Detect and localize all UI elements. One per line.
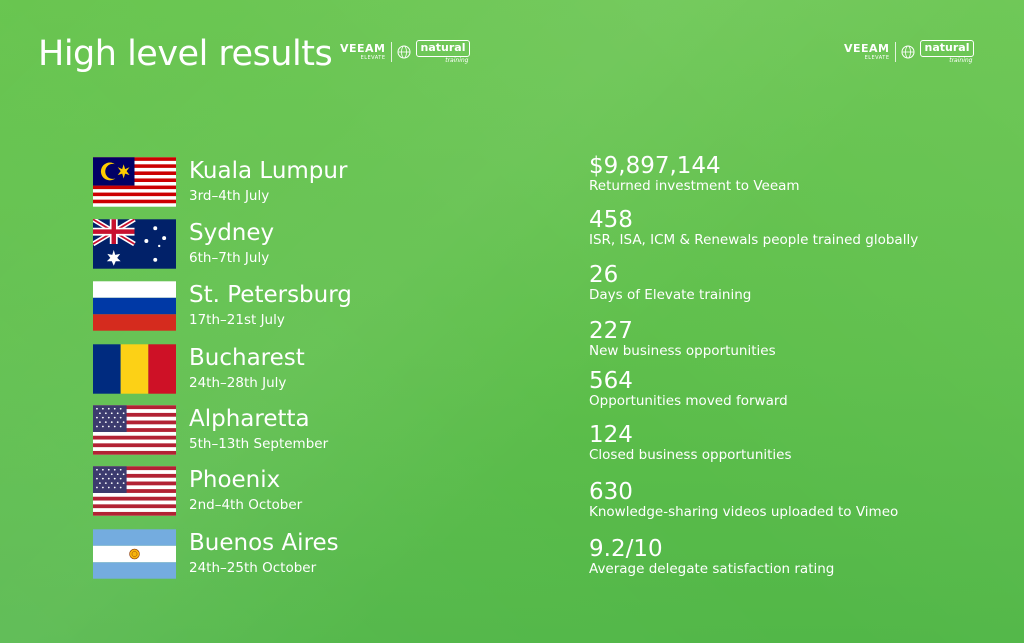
city-name: Phoenix <box>189 467 281 493</box>
stat-item: 458 ISR, ISA, ICM & Renewals people trai… <box>589 209 1009 248</box>
stat-value: 630 <box>589 479 633 505</box>
natural-brand: natural <box>919 40 975 57</box>
page-title: High level results <box>38 34 333 74</box>
usa-flag-icon <box>93 466 176 516</box>
city-item: St. Petersburg 17th–21st July <box>93 281 513 331</box>
stat-value: 564 <box>589 368 633 394</box>
stat-value: 458 <box>589 207 633 233</box>
globe-icon <box>901 45 915 59</box>
veeam-logo: VEEAM ELEVATE <box>844 43 890 61</box>
stat-value: 124 <box>589 422 633 448</box>
veeam-logo: VEEAM ELEVATE <box>340 43 386 61</box>
city-dates: 5th–13th September <box>189 436 329 452</box>
veeam-sub: ELEVATE <box>864 55 890 61</box>
city-name: St. Petersburg <box>189 282 352 308</box>
city-item: Sydney 6th–7th July <box>93 219 513 269</box>
city-name: Buenos Aires <box>189 530 339 556</box>
stat-label: New business opportunities <box>589 343 776 359</box>
stat-item: 9.2/10 Average delegate satisfaction rat… <box>589 538 1009 577</box>
natural-sub: training <box>949 56 973 64</box>
stat-label: Returned investment to Veeam <box>589 178 800 194</box>
globe-icon <box>397 45 411 59</box>
stat-item: 227 New business opportunities <box>589 320 1009 359</box>
russia-flag-icon <box>93 281 176 331</box>
romania-flag-icon <box>93 344 176 394</box>
city-dates: 2nd–4th October <box>189 497 303 513</box>
stat-value: $9,897,144 <box>589 153 721 179</box>
stat-value: 26 <box>589 262 619 288</box>
stat-item: 124 Closed business opportunities <box>589 424 1009 463</box>
city-dates: 17th–21st July <box>189 312 285 328</box>
malaysia-flag-icon <box>93 157 176 207</box>
logo-group: VEEAM ELEVATE natural training <box>340 38 471 66</box>
city-item: Buenos Aires 24th–25th October <box>93 529 513 579</box>
logo-divider <box>894 42 896 62</box>
stat-item: 26 Days of Elevate training <box>589 264 1009 303</box>
veeam-brand: VEEAM <box>340 42 386 55</box>
veeam-brand: VEEAM <box>844 42 890 55</box>
natural-sub: training <box>445 56 469 64</box>
australia-flag-icon <box>93 219 176 269</box>
veeam-sub: ELEVATE <box>360 55 386 61</box>
stat-label: Average delegate satisfaction rating <box>589 561 835 577</box>
usa-flag-icon <box>93 405 176 455</box>
city-item: Alpharetta 5th–13th September <box>93 405 513 455</box>
natural-training-logo: natural training <box>415 40 471 64</box>
city-dates: 6th–7th July <box>189 250 270 266</box>
argentina-flag-icon <box>93 529 176 579</box>
stat-value: 227 <box>589 318 633 344</box>
city-dates: 24th–25th October <box>189 560 317 576</box>
logo-divider <box>390 42 392 62</box>
stat-item: $9,897,144 Returned investment to Veeam <box>589 155 1009 194</box>
stat-label: Days of Elevate training <box>589 287 752 303</box>
natural-training-logo: natural training <box>919 40 975 64</box>
stat-item: 564 Opportunities moved forward <box>589 370 1009 409</box>
city-item: Bucharest 24th–28th July <box>93 344 513 394</box>
stat-value: 9.2/10 <box>589 536 663 562</box>
city-item: Phoenix 2nd–4th October <box>93 466 513 516</box>
natural-brand: natural <box>415 40 471 57</box>
city-dates: 24th–28th July <box>189 375 287 391</box>
city-item: Kuala Lumpur 3rd–4th July <box>93 157 513 207</box>
city-name: Sydney <box>189 220 275 246</box>
stat-item: 630 Knowledge-sharing videos uploaded to… <box>589 481 1009 520</box>
city-name: Alpharetta <box>189 406 310 432</box>
stat-label: ISR, ISA, ICM & Renewals people trained … <box>589 232 919 248</box>
city-dates: 3rd–4th July <box>189 188 270 204</box>
logo-group: VEEAM ELEVATE natural training <box>844 38 975 66</box>
stat-label: Closed business opportunities <box>589 447 792 463</box>
stat-label: Knowledge-sharing videos uploaded to Vim… <box>589 504 899 520</box>
city-name: Bucharest <box>189 345 305 371</box>
stat-label: Opportunities moved forward <box>589 393 788 409</box>
city-name: Kuala Lumpur <box>189 158 348 184</box>
